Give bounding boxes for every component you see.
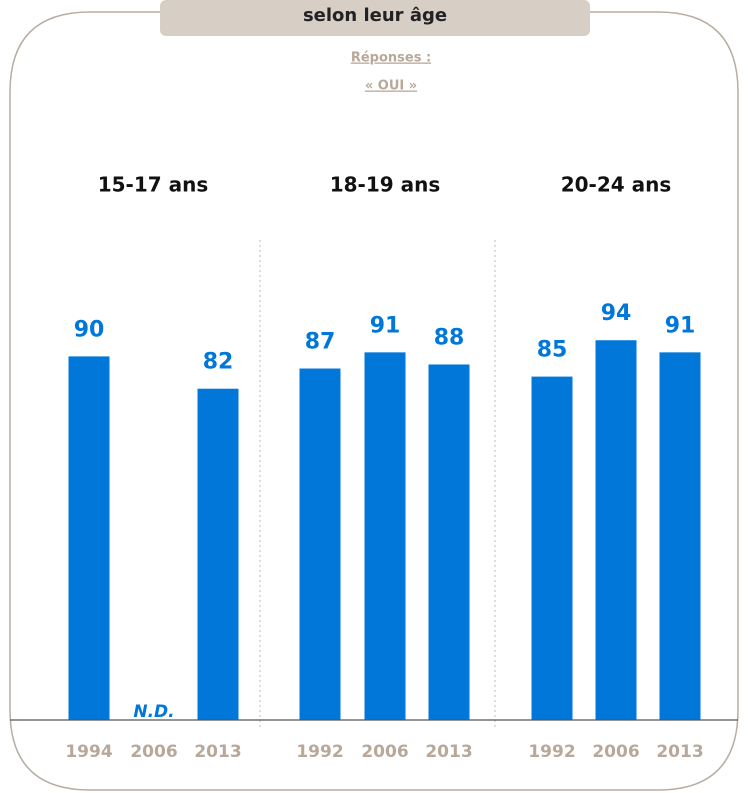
x-tick-label: 1994 <box>65 742 112 762</box>
bar <box>428 364 470 720</box>
bar <box>68 356 110 720</box>
bar <box>364 352 406 720</box>
bar <box>531 376 573 720</box>
bar <box>595 340 637 720</box>
x-tick-label: 2006 <box>592 742 639 762</box>
group-label: 15-17 ans <box>98 173 209 197</box>
x-tick-label: 2013 <box>656 742 703 762</box>
bar <box>659 352 701 720</box>
x-tick-label: 2006 <box>361 742 408 762</box>
subtitle: Réponses : <box>351 51 431 66</box>
subtitle: « OUI » <box>365 79 417 94</box>
title-tab <box>160 0 590 36</box>
chart-title: selon leur âge <box>303 5 447 26</box>
value-label: 90 <box>74 317 105 342</box>
x-tick-label: 2006 <box>130 742 177 762</box>
bar <box>197 388 239 720</box>
value-label: 82 <box>203 350 234 375</box>
frame <box>9 11 739 791</box>
x-tick-label: 1992 <box>296 742 343 762</box>
x-tick-label: 1992 <box>528 742 575 762</box>
group-label: 18-19 ans <box>330 173 441 197</box>
x-tick-label: 2013 <box>194 742 241 762</box>
value-label: 87 <box>305 330 336 355</box>
group-label: 20-24 ans <box>561 173 672 197</box>
value-label: 91 <box>665 313 696 338</box>
value-label: 94 <box>601 301 632 326</box>
x-tick-label: 2013 <box>425 742 472 762</box>
value-label: 85 <box>537 338 568 363</box>
bar <box>299 368 341 720</box>
value-label: 88 <box>434 325 465 350</box>
value-label: 91 <box>370 313 401 338</box>
na-label: N.D. <box>133 702 174 722</box>
